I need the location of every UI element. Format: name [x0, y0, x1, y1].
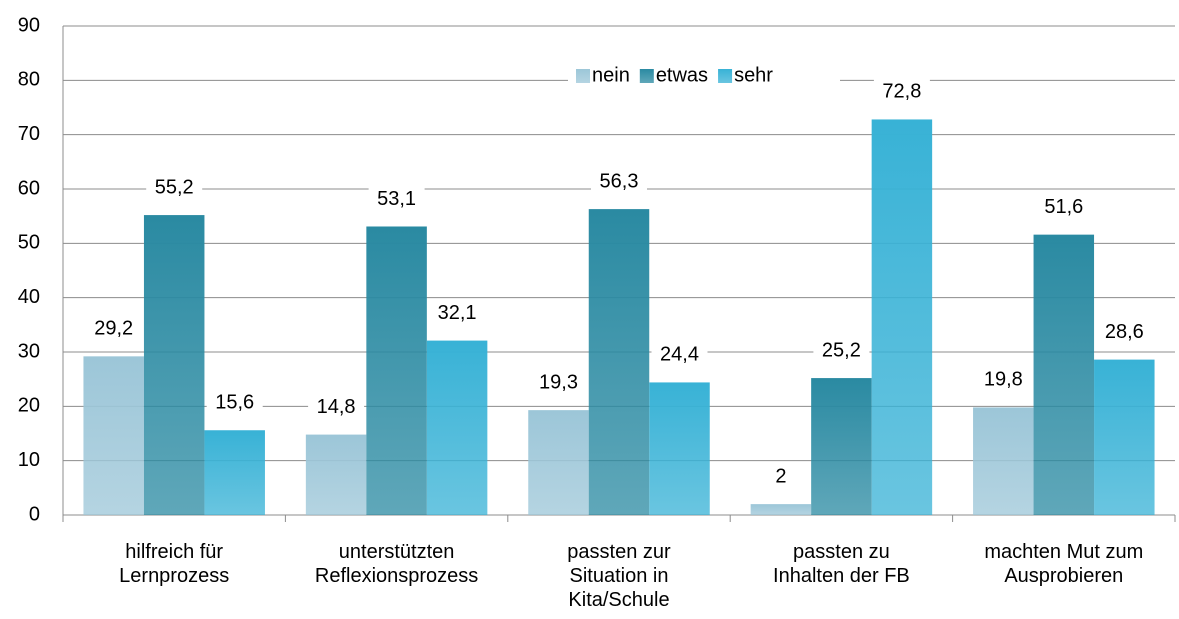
- value-label-bg: [591, 169, 647, 196]
- value-label: 28,6: [1105, 321, 1144, 343]
- value-label: 19,8: [984, 369, 1023, 391]
- x-tick-label: unterstützten Reflexionsprozess: [314, 541, 479, 587]
- value-label-bg: [206, 390, 263, 417]
- value-label-bg: [85, 316, 142, 343]
- value-label-bg: [1096, 319, 1153, 346]
- value-label: 72,8: [882, 81, 921, 103]
- y-tick-label: 80: [18, 69, 40, 91]
- bar: [1094, 359, 1155, 515]
- value-label-bg: [429, 300, 486, 327]
- legend-label: nein: [592, 64, 630, 86]
- bar: [204, 430, 265, 515]
- legend-bg: [568, 60, 840, 92]
- bar: [305, 434, 367, 515]
- y-tick-label: 0: [29, 503, 40, 525]
- value-label-bg: [813, 338, 870, 365]
- value-label: 55,2: [155, 176, 194, 198]
- x-tick-label: machten Mut zum Ausprobieren: [984, 541, 1144, 587]
- value-label-bg: [651, 342, 708, 369]
- bar: [588, 209, 650, 515]
- legend-label: etwas: [656, 64, 708, 86]
- legend-label: sehr: [734, 64, 773, 86]
- value-label: 51,6: [1044, 196, 1083, 218]
- value-label: 53,1: [377, 188, 416, 210]
- value-label: 32,1: [438, 302, 477, 324]
- y-tick-label: 70: [18, 123, 40, 145]
- value-label: 24,4: [660, 344, 699, 366]
- y-tick-label: 90: [18, 14, 40, 36]
- value-label: 29,2: [94, 318, 133, 340]
- legend-swatch: [718, 69, 733, 83]
- value-label-bg: [146, 175, 203, 202]
- value-label-bg: [1035, 194, 1092, 221]
- value-label-bg: [308, 394, 365, 421]
- bar: [528, 410, 589, 515]
- bar: [143, 215, 205, 515]
- value-label-bg: [975, 367, 1032, 394]
- bar: [750, 504, 812, 515]
- x-tick-label: passten zur Situation in Kita/Schule: [567, 541, 671, 611]
- value-label: 25,2: [822, 339, 861, 361]
- bar: [1033, 234, 1095, 515]
- legend-swatch: [639, 69, 654, 83]
- bar: [649, 382, 710, 515]
- value-label-bg: [752, 464, 809, 491]
- bar: [811, 378, 872, 515]
- bar: [973, 407, 1034, 515]
- y-tick-label: 10: [18, 449, 40, 471]
- value-label-bg: [530, 370, 587, 397]
- y-tick-label: 20: [18, 395, 40, 417]
- bar: [871, 119, 933, 515]
- y-tick-label: 40: [18, 286, 40, 308]
- value-label: 2: [775, 465, 786, 487]
- y-tick-label: 50: [18, 232, 40, 254]
- bar: [426, 340, 488, 515]
- value-label: 19,3: [539, 371, 578, 393]
- y-tick-label: 30: [18, 340, 40, 362]
- value-label-bg: [368, 186, 425, 213]
- value-label: 15,6: [215, 392, 254, 414]
- value-label: 14,8: [317, 396, 356, 418]
- legend-swatch: [576, 69, 590, 83]
- y-tick-label: 60: [18, 177, 40, 199]
- value-label: 56,3: [600, 170, 639, 192]
- bar: [366, 226, 427, 516]
- x-tick-label: hilfreich für Lernprozess: [119, 541, 230, 587]
- x-tick-label: passten zu Inhalten der FB: [773, 541, 910, 587]
- value-label-bg: [873, 79, 930, 106]
- bar: [83, 356, 144, 515]
